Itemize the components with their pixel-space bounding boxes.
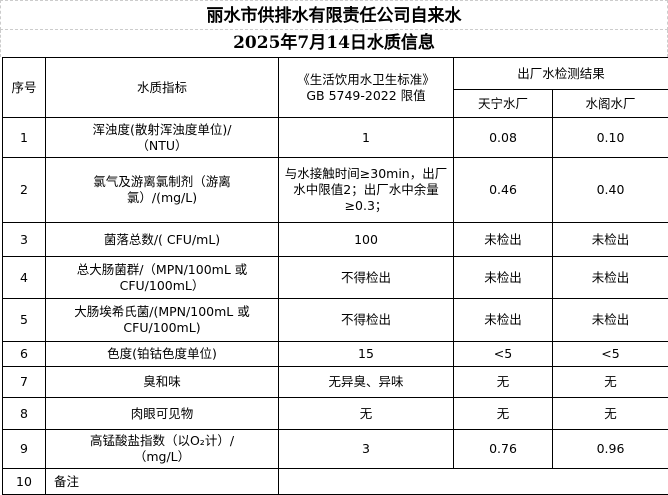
standard-code: GB 5749-2022 限值	[282, 88, 450, 104]
row-no: 5	[3, 299, 46, 342]
water-quality-table: 序号 水质指标 《生活饮用水卫生标准》GB 5749-2022 限值 出厂水检测…	[2, 57, 668, 495]
row-plant1: 未检出	[454, 223, 553, 257]
header-plant2: 水阁水厂	[553, 90, 668, 118]
row-plant1: 无	[454, 398, 553, 430]
row-no: 9	[3, 430, 46, 469]
header-no: 序号	[3, 58, 46, 118]
header-standard: 《生活饮用水卫生标准》GB 5749-2022 限值	[279, 58, 454, 118]
row-limit: 无异臭、异味	[279, 367, 454, 398]
header-row: 序号 水质指标 《生活饮用水卫生标准》GB 5749-2022 限值 出厂水检测…	[3, 58, 668, 90]
row-plant2: <5	[553, 342, 668, 367]
row-plant2: 无	[553, 367, 668, 398]
row-no: 8	[3, 398, 46, 430]
row-plant1: 0.08	[454, 118, 553, 158]
remark-label: 备注	[46, 469, 279, 495]
row-plant1: 未检出	[454, 299, 553, 342]
row-indicator: 高锰酸盐指数（以O₂计）/（mg/L）	[46, 430, 279, 469]
row-plant1: 0.76	[454, 430, 553, 469]
row-indicator: 氯气及游离氯制剂（游离氯）/(mg/L)	[46, 158, 279, 223]
row-limit: 不得检出	[279, 257, 454, 299]
row-indicator: 菌落总数/( CFU/mL)	[46, 223, 279, 257]
row-limit: 3	[279, 430, 454, 469]
row-limit: 15	[279, 342, 454, 367]
row-plant2: 未检出	[553, 257, 668, 299]
row-indicator: 浑浊度(散射浑浊度单位)/（NTU）	[46, 118, 279, 158]
row-limit: 无	[279, 398, 454, 430]
remark-content	[279, 469, 668, 495]
row-indicator: 臭和味	[46, 367, 279, 398]
row-plant2: 未检出	[553, 223, 668, 257]
row-plant2: 0.40	[553, 158, 668, 223]
row-no: 2	[3, 158, 46, 223]
row-limit: 与水接触时间≥30min，出厂水中限值2；出厂水中余量≥0.3；	[279, 158, 454, 223]
row-indicator: 大肠埃希氏菌/(MPN/100mL 或 CFU/100mL)	[46, 299, 279, 342]
row-plant1: 无	[454, 367, 553, 398]
header-results: 出厂水检测结果	[454, 58, 668, 90]
row-plant1: 未检出	[454, 257, 553, 299]
row-no: 7	[3, 367, 46, 398]
header-plant1: 天宁水厂	[454, 90, 553, 118]
row-no: 10	[3, 469, 46, 495]
row-limit: 1	[279, 118, 454, 158]
document-title: 丽水市供排水有限责任公司自来水	[0, 0, 668, 30]
row-no: 4	[3, 257, 46, 299]
row-no: 3	[3, 223, 46, 257]
row-plant1: 0.46	[454, 158, 553, 223]
row-indicator: 肉眼可见物	[46, 398, 279, 430]
row-plant2: 无	[553, 398, 668, 430]
document-subtitle: 2025年7月14日水质信息	[0, 30, 668, 57]
standard-name: 《生活饮用水卫生标准》	[282, 72, 450, 88]
row-plant1: <5	[454, 342, 553, 367]
row-plant2: 0.96	[553, 430, 668, 469]
row-indicator: 总大肠菌群/（MPN/100mL 或 CFU/100mL）	[46, 257, 279, 299]
row-no: 6	[3, 342, 46, 367]
header-indicator: 水质指标	[46, 58, 279, 118]
row-indicator: 色度(铂钴色度单位)	[46, 342, 279, 367]
row-no: 1	[3, 118, 46, 158]
row-limit: 不得检出	[279, 299, 454, 342]
row-plant2: 未检出	[553, 299, 668, 342]
row-plant2: 0.10	[553, 118, 668, 158]
row-limit: 100	[279, 223, 454, 257]
